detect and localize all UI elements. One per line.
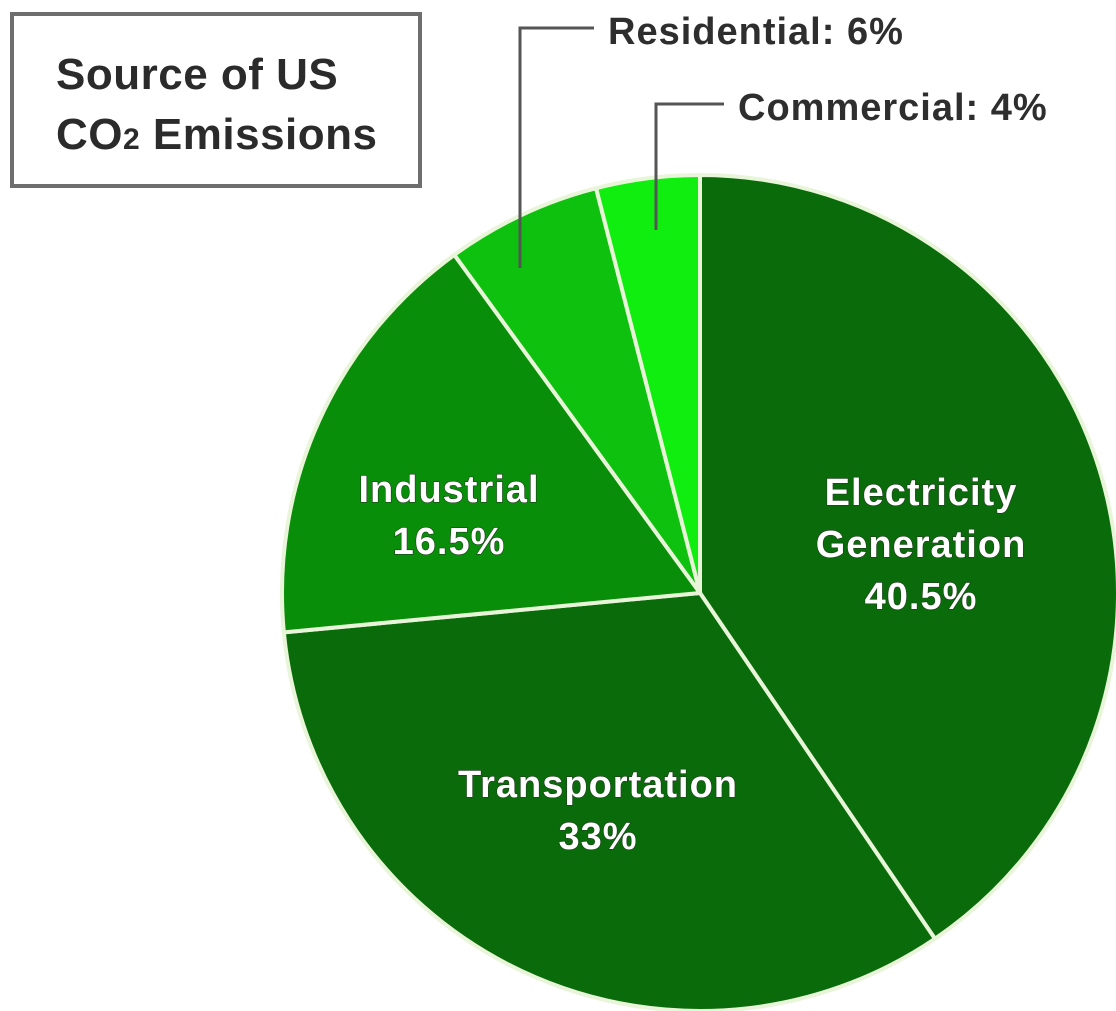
chart-title-line-1: Source of US	[56, 50, 339, 99]
slice-label-electricity-generation-line-2: Generation	[816, 524, 1027, 566]
slice-commercial	[594, 173, 702, 595]
slice-label-industrial-value: 16.5%	[393, 521, 506, 563]
chart-title-co: CO	[56, 110, 123, 159]
pie-slices	[280, 173, 1116, 1011]
slice-electricity-generation	[698, 173, 1116, 941]
callout-line-residential	[518, 26, 594, 268]
slice-label-transportation-value: 33%	[558, 816, 637, 858]
chart-title-emissions: Emissions	[140, 110, 378, 159]
slice-label-transportation-line-1: Transportation	[458, 764, 738, 806]
slice-label-industrial-line-1: Industrial	[358, 469, 539, 511]
slice-residential	[452, 186, 702, 595]
slice-label-electricity-generation-line-1: Electricity	[825, 472, 1018, 514]
callout-label-residential: Residential: 6%	[608, 11, 904, 53]
slice-label-electricity-generation-value: 40.5%	[865, 576, 978, 618]
callout-line-commercial	[654, 102, 724, 230]
callout-label-commercial: Commercial: 4%	[738, 87, 1048, 129]
chart-title-box: Source of US CO2 Emissions	[10, 12, 422, 188]
pie-labels: Electricity Generation 40.5% Transportation…	[358, 11, 1048, 859]
chart-title-subscript: 2	[123, 123, 141, 156]
chart-title-line-2: CO2 Emissions	[56, 110, 378, 160]
slice-transportation	[281, 591, 937, 1011]
slice-industrial	[280, 252, 702, 635]
